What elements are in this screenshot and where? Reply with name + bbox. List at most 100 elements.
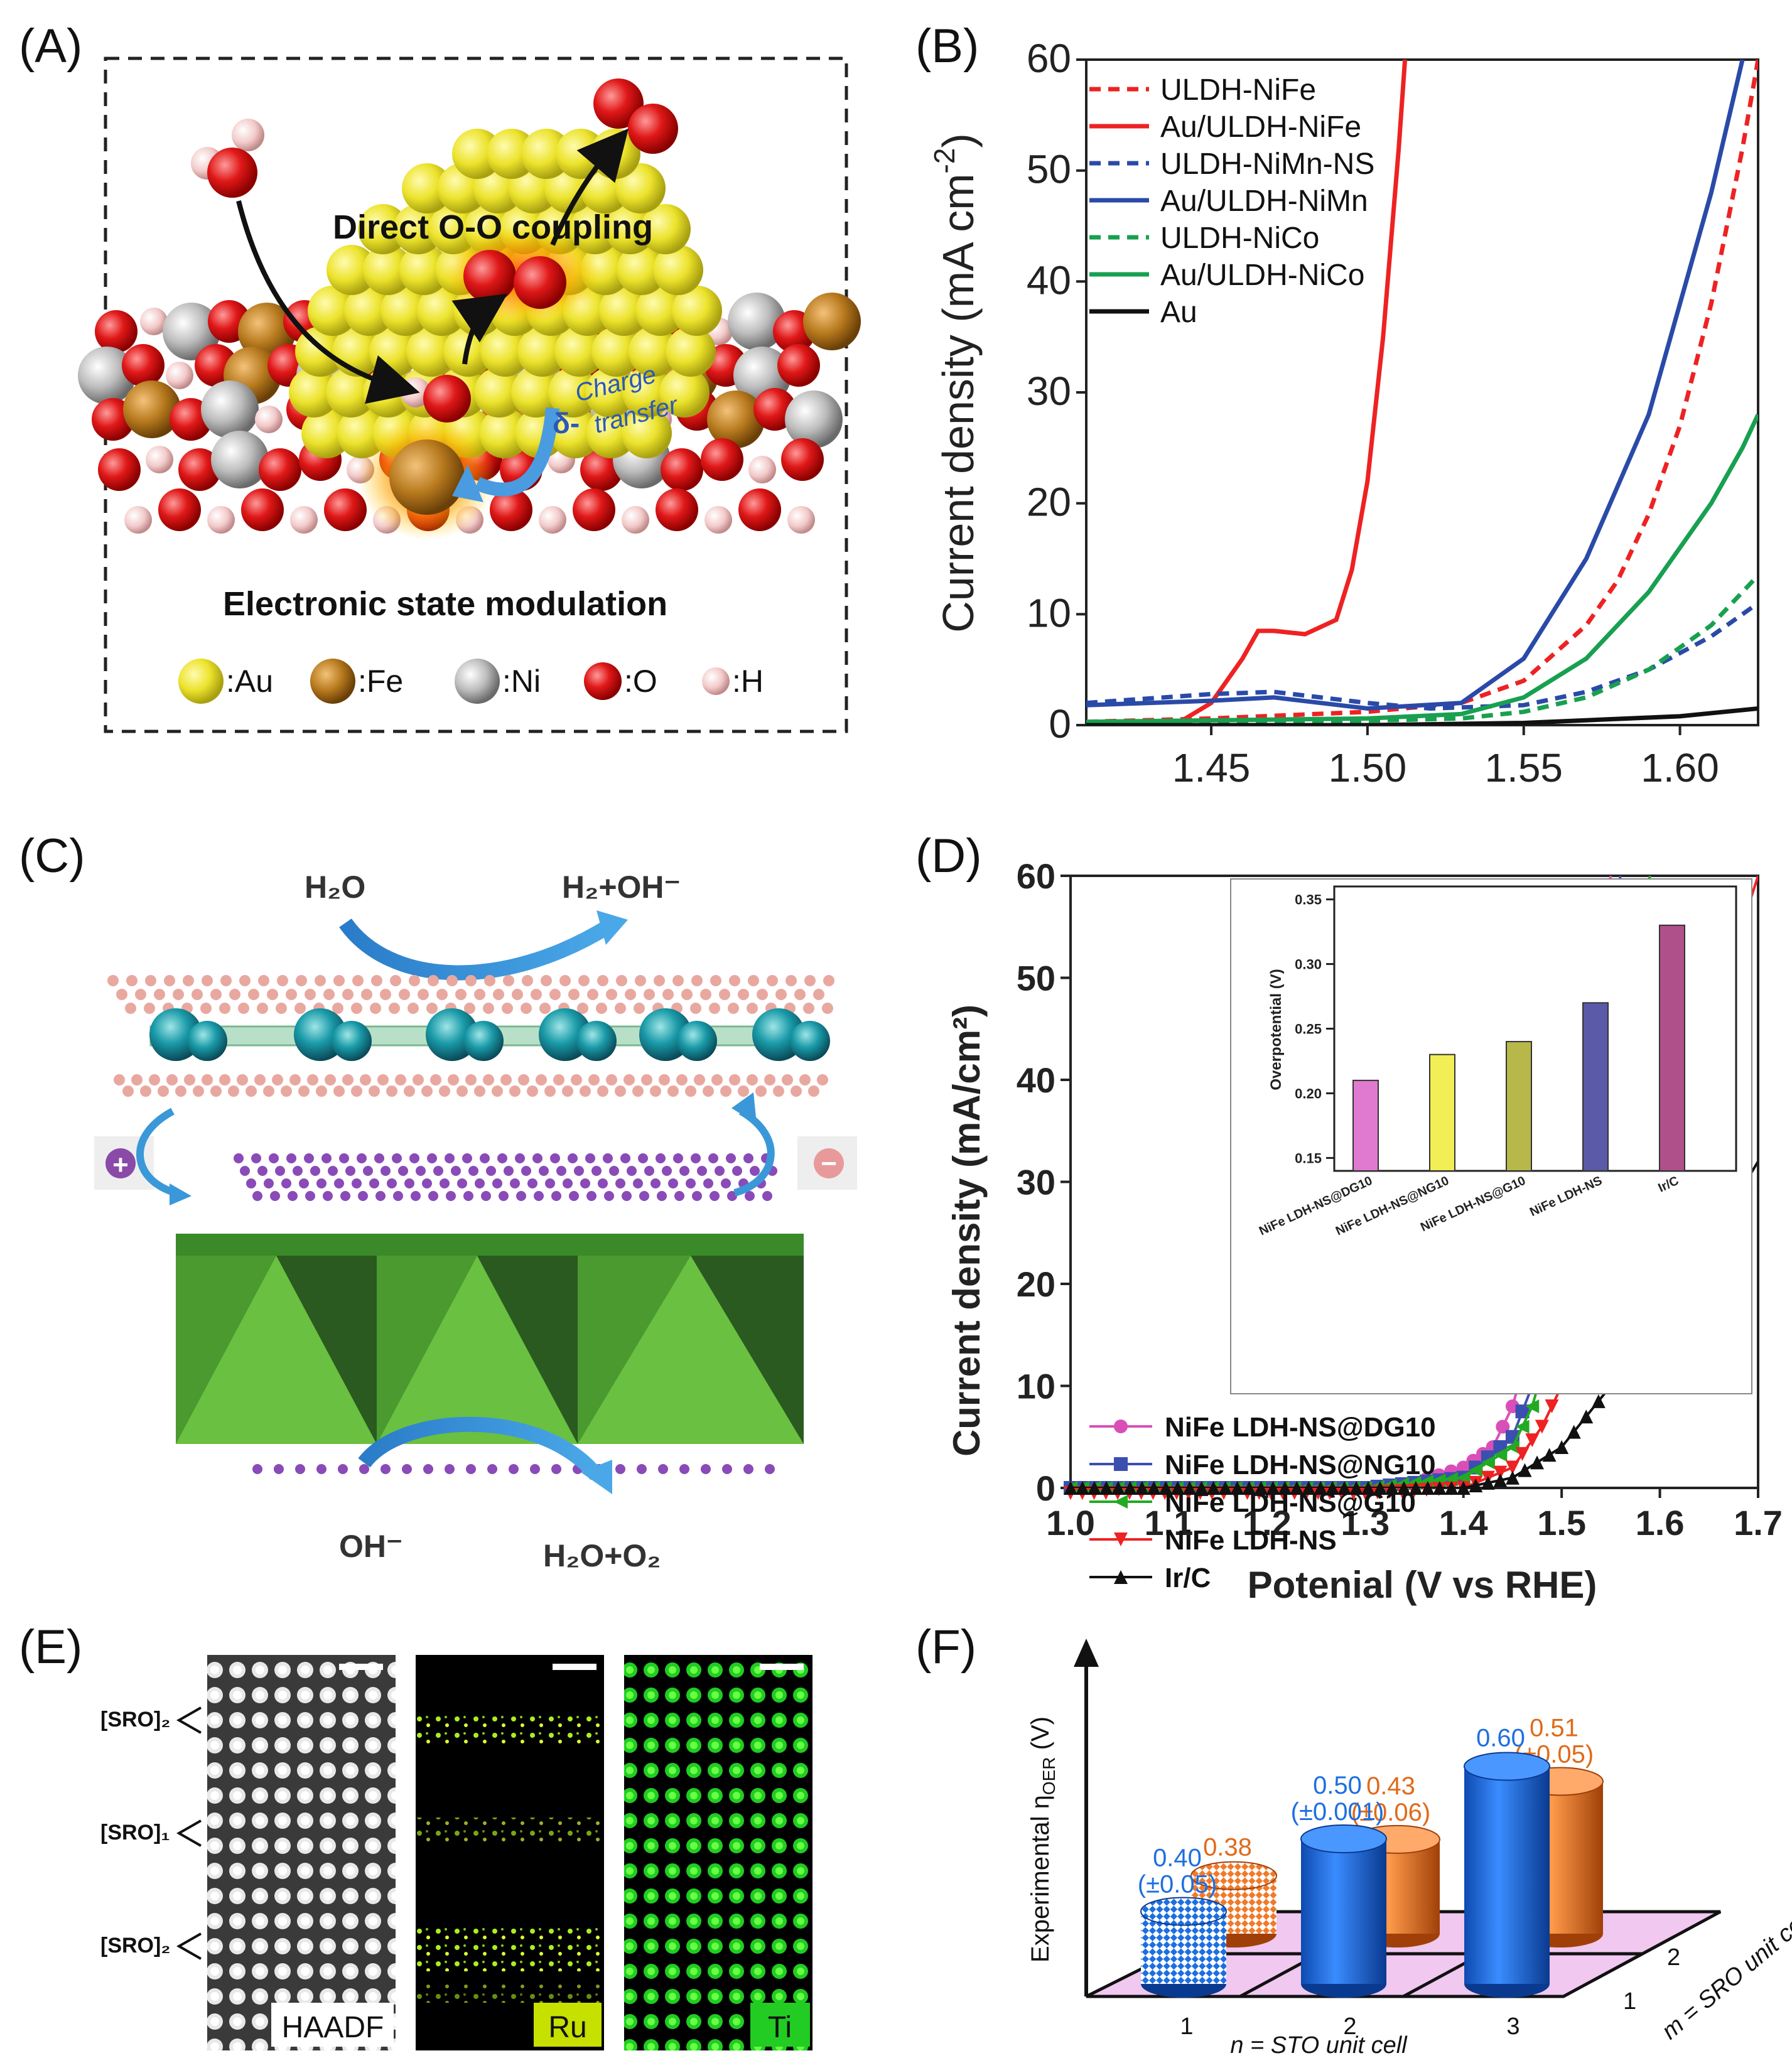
ldh-oxygen-dot — [433, 1166, 443, 1176]
ldh-oxygen-dot — [264, 1178, 274, 1188]
graphene-h-dot — [144, 1003, 155, 1014]
d-y-tick-label: 10 — [1017, 1367, 1055, 1406]
substrate-o-atom — [158, 488, 201, 531]
substrate-o-atom — [490, 488, 532, 531]
panel-d-chart: 1.0 1.1 1.2 1.3 1.4 1.5 1.6 1.7 0 10 20 30 40 50 60 NiF… — [946, 856, 1783, 1606]
water-h-atom — [232, 119, 264, 151]
substrate-o-atom — [98, 448, 141, 491]
d-data-marker — [1278, 1481, 1292, 1495]
d-data-marker — [1361, 1481, 1376, 1495]
d-data-marker — [1505, 1460, 1519, 1475]
graphene-h-dot — [484, 975, 495, 986]
ldh-oxygen-dot — [615, 1464, 625, 1474]
substrate-o-atom — [573, 488, 615, 531]
graphene-h-dot — [512, 989, 523, 1000]
au-atom — [326, 367, 376, 417]
b-legend-label: Au/ULDH-NiFe — [1160, 110, 1361, 144]
b-y-tick-label: 0 — [1049, 701, 1071, 746]
graphene-h-dot — [616, 975, 627, 986]
graphene-h-dot — [635, 975, 646, 986]
d-x-tick-label: 1.4 — [1439, 1503, 1488, 1543]
graphene-h-dot — [518, 1074, 529, 1085]
f-y-axis-label: Experimental ηOER (V) — [1027, 1716, 1059, 1963]
graphene-h-dot — [728, 1003, 739, 1014]
graphene-h-dot — [483, 1003, 494, 1014]
ldh-oxygen-dot — [381, 1166, 391, 1176]
d-data-marker — [1408, 1481, 1423, 1495]
ldh-oxygen-dot — [727, 1191, 737, 1201]
teal-atom — [576, 1021, 617, 1061]
graphene-h-dot — [588, 1074, 600, 1085]
ldh-oxygen-dot — [515, 1153, 525, 1163]
f-bar-error-label: (±0.05) — [1138, 1871, 1217, 1899]
ldh-oxygen-dot — [466, 1464, 476, 1474]
ldh-oxygen-dot — [340, 1191, 350, 1201]
panel-d-plot-area: 1.0 1.1 1.2 1.3 1.4 1.5 1.6 1.7 0 10 20 30 40 50 60 NiF… — [1017, 856, 1783, 1593]
panel-b-label: (B) — [915, 19, 980, 73]
f-bar-cylinder — [1301, 1839, 1386, 1984]
graphene-h-dot — [404, 1085, 415, 1097]
graphene-h-dot — [107, 975, 119, 986]
graphene-h-dot — [267, 989, 278, 1000]
ldh-oxygen-dot — [732, 1166, 742, 1176]
f-cylinder-bars: 0.380.43(±0.06)0.51(±0.05)0.40(±0.05)0.5… — [1138, 1714, 1604, 1998]
d-data-marker — [1314, 1481, 1328, 1495]
ldh-oxygen-dot — [462, 1153, 472, 1163]
ldh-oxygen-dot — [662, 1166, 672, 1176]
teal-atom — [790, 1021, 830, 1061]
substrate-o-atom — [580, 448, 623, 491]
o2-atom — [628, 104, 678, 154]
haadf-scale-bar — [339, 1664, 383, 1670]
graphene-h-dot — [474, 1085, 485, 1097]
ldh-oxygen-dot — [240, 1166, 250, 1176]
ru-scale-bar — [553, 1664, 596, 1670]
ldh-oxygen-dot — [363, 1166, 373, 1176]
c-top-left-label: H₂O — [305, 870, 365, 905]
ldh-oxygen-dot — [673, 1153, 683, 1163]
d-data-marker — [1493, 1465, 1508, 1480]
graphene-h-dot — [794, 989, 806, 1000]
graphene-h-dot — [258, 975, 269, 986]
ldh-oxygen-dot — [638, 1153, 648, 1163]
au-atom — [622, 408, 672, 458]
b-y-tick-label: 10 — [1027, 590, 1071, 635]
graphene-h-dot — [483, 1074, 494, 1085]
graphene-h-dot — [229, 989, 240, 1000]
haadf-tag-box — [271, 2003, 394, 2047]
graphene-h-dot — [409, 975, 420, 986]
d-data-marker — [1135, 1481, 1149, 1495]
ldh-oxygen-dot — [674, 1191, 684, 1201]
c-left-arrow — [136, 1107, 177, 1197]
ldh-oxygen-dot — [409, 1153, 419, 1163]
f-bar-error-label: (±0.06) — [1351, 1799, 1430, 1826]
active-fe-atom — [389, 439, 465, 515]
graphene-h-dot — [650, 1085, 661, 1097]
graphene-h-dot — [421, 1085, 433, 1097]
ldh-oxygen-dot — [481, 1191, 491, 1201]
d-data-marker — [1396, 1481, 1411, 1495]
graphene-h-dot — [294, 1003, 306, 1014]
coupling-o-atom-2 — [514, 256, 566, 309]
graphene-h-dot — [239, 975, 251, 986]
graphene-h-dot — [296, 975, 307, 986]
ldh-oxygen-dot — [497, 1153, 507, 1163]
ldh-oxygen-dot — [468, 1166, 478, 1176]
au-atom — [605, 204, 656, 254]
d-data-marker — [1542, 1448, 1557, 1462]
graphene-h-dot — [286, 989, 297, 1000]
panel-b-chart: 1.45 1.50 1.55 1.600102030405060ULDH-NiFeAu… — [928, 36, 1759, 790]
substrate-ni-atom — [163, 303, 220, 360]
substrate-ni-atom — [785, 391, 843, 448]
d-data-marker — [1420, 1481, 1435, 1495]
b-legend-label: Au/ULDH-NiCo — [1160, 259, 1364, 292]
ldh-oxygen-dot — [404, 1178, 414, 1188]
b-legend-label: ULDH-NiCo — [1160, 222, 1319, 255]
d-data-marker — [1384, 1481, 1399, 1495]
ti-tag: Ti — [768, 2011, 792, 2044]
d-data-marker — [1444, 1481, 1459, 1495]
ldh-oxygen-dot — [551, 1464, 561, 1474]
au-atom — [586, 408, 637, 458]
sro-row-bracket — [176, 1819, 202, 1847]
inset-y-axis-label: Overpotential (V) — [1268, 969, 1285, 1090]
substrate-o-atom — [324, 488, 367, 531]
